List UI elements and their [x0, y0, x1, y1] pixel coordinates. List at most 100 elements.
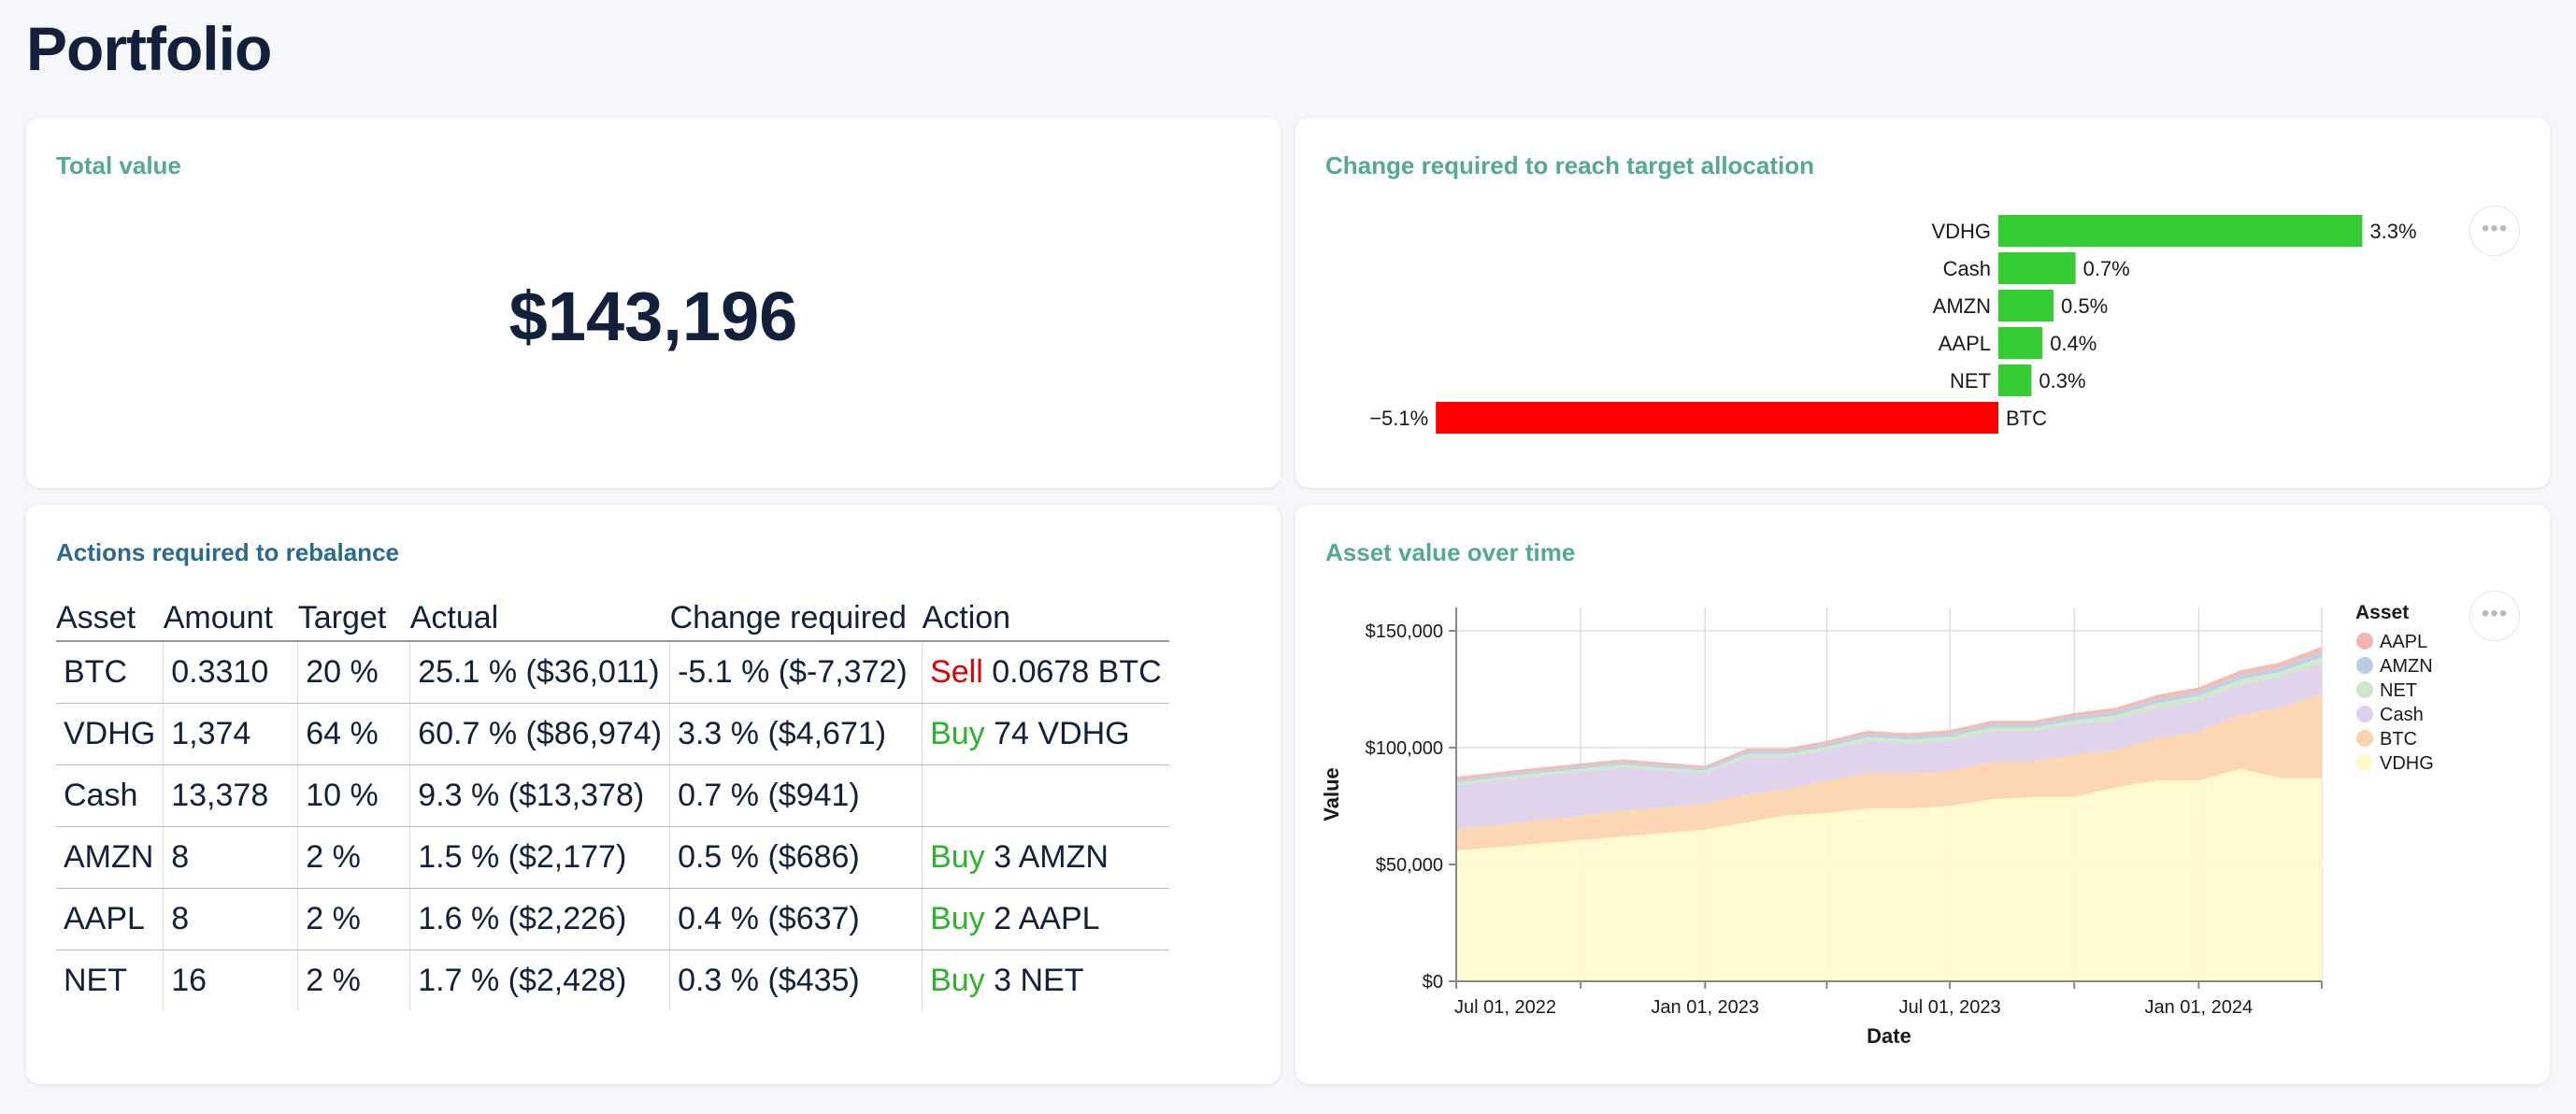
cell-asset: Cash — [56, 764, 165, 827]
action-detail: 3 NET — [994, 962, 1084, 998]
bar-value-label: 0.3% — [2039, 369, 2085, 393]
bar-net[interactable] — [1998, 364, 2032, 396]
column-header-actual: Actual — [409, 598, 670, 642]
y-axis-title: Value — [1320, 767, 1343, 821]
cell-asset: NET — [56, 950, 165, 1011]
cell-amount: 8 — [163, 888, 299, 950]
bar-value-label: 3.3% — [2369, 220, 2416, 243]
change-required-chart: VDHG 3.3% Cash 0.7% AMZN 0.5% AAPL 0.4% NET 0.3% B… — [1369, 215, 2417, 434]
cell-asset: BTC — [56, 641, 165, 704]
table-header-row: Asset Amount Target Actual Change requir… — [56, 598, 1169, 642]
cell-asset: VDHG — [56, 703, 165, 765]
cell-action: Buy 3 AMZN — [922, 826, 1169, 889]
bar-category-label: VDHG — [1931, 220, 1991, 243]
rebalance-actions-title: Actions required to rebalance — [56, 538, 399, 566]
action-detail: 0.0678 BTC — [992, 653, 1162, 690]
cell-action: Sell 0.0678 BTC — [922, 641, 1169, 704]
bar-category-label: Cash — [1943, 257, 1991, 280]
cell-target: 10 % — [297, 764, 411, 827]
table-row: Cash 13,378 10 % 9.3 % ($13,378) 0.7 % ($941… — [56, 764, 1169, 827]
cell-amount: 16 — [163, 950, 299, 1011]
area-vdhg[interactable] — [1456, 768, 2322, 982]
area-cash[interactable] — [1456, 663, 2322, 830]
legend-label: AAPL — [2380, 632, 2427, 652]
legend-label: BTC — [2380, 729, 2417, 750]
bar-vdhg[interactable] — [1998, 215, 2363, 247]
chart-menu-button[interactable]: ••• — [2469, 206, 2520, 256]
cell-actual: 25.1 % ($36,011) — [409, 641, 671, 704]
cell-amount: 13,378 — [163, 764, 299, 827]
cell-actual: 1.6 % ($2,226) — [409, 888, 671, 950]
legend-label: AMZN — [2380, 656, 2433, 677]
legend-swatch — [2356, 754, 2373, 771]
legend-title: Asset — [2355, 602, 2409, 623]
action-detail: 2 AAPL — [994, 900, 1100, 936]
asset-value-chart: $0 $50,000 $100,000 $150,000 Jul 01, 2022 Jan… — [1320, 602, 2434, 1048]
action-verb: Buy — [930, 838, 985, 875]
cell-target: 64 % — [297, 703, 411, 765]
bar-aapl[interactable] — [1998, 327, 2043, 359]
cell-change: 0.7 % ($941) — [669, 764, 923, 827]
x-tick-label: Jul 01, 2022 — [1454, 997, 1556, 1018]
area-btc[interactable] — [1456, 693, 2322, 851]
bar-value-label: −5.1% — [1369, 407, 1428, 430]
cell-asset: AMZN — [56, 826, 165, 889]
table-row: AMZN 8 2 % 1.5 % ($2,177) 0.5 % ($686) Buy 3 … — [56, 826, 1169, 889]
cell-change: 3.3 % ($4,671) — [669, 703, 923, 765]
table-row: VDHG 1,374 64 % 60.7 % ($86,974) 3.3 % ($4,6… — [56, 703, 1169, 765]
table-row: AAPL 8 2 % 1.6 % ($2,226) 0.4 % ($637) Buy 2 … — [56, 888, 1169, 950]
action-verb: Sell — [930, 653, 983, 690]
bar-category-label: BTC — [2006, 407, 2047, 430]
action-detail: 3 AMZN — [994, 838, 1109, 875]
cell-amount: 0.3310 — [163, 641, 299, 704]
bar-value-label: 0.7% — [2083, 257, 2130, 280]
total-value-title: Total value — [56, 151, 181, 179]
cell-change: 0.5 % ($686) — [669, 826, 923, 889]
rebalance-actions-card: Actions required to rebalance Asset Amou… — [26, 505, 1281, 1084]
x-axis-title: Date — [1867, 1024, 1911, 1048]
cell-target: 2 % — [297, 950, 411, 1011]
legend-label: NET — [2380, 680, 2417, 701]
bar-cash[interactable] — [1998, 252, 2076, 284]
column-header-action: Action — [922, 598, 1169, 642]
bar-category-label: AAPL — [1939, 332, 1991, 355]
x-tick-label: Jul 01, 2023 — [1899, 997, 2001, 1018]
asset-value-card: Asset value over time $0 $50,000 $100,000 $… — [1295, 505, 2550, 1084]
cell-action: Buy 74 VDHG — [922, 703, 1169, 765]
legend-swatch — [2356, 681, 2373, 698]
column-header-change: Change required — [669, 598, 923, 642]
x-tick-label: Jan 01, 2024 — [2145, 997, 2254, 1018]
table-row: BTC 0.3310 20 % 25.1 % ($36,011) -5.1 % ($-7… — [56, 641, 1169, 704]
cell-amount: 1,374 — [163, 703, 299, 765]
cell-amount: 8 — [163, 826, 299, 889]
legend-swatch — [2356, 657, 2373, 674]
cell-target: 2 % — [297, 888, 411, 950]
y-tick-label: $0 — [1423, 972, 1443, 993]
cell-actual: 60.7 % ($86,974) — [409, 703, 671, 765]
y-tick-label: $100,000 — [1366, 738, 1443, 759]
cell-actual: 1.5 % ($2,177) — [409, 826, 671, 889]
bar-amzn[interactable] — [1998, 290, 2054, 321]
chart-legend: Asset AAPL AMZN NET Cash BTC VDHG — [2355, 602, 2434, 774]
cell-target: 20 % — [297, 641, 411, 704]
asset-value-title: Asset value over time — [1325, 538, 1576, 566]
cell-change: -5.1 % ($-7,372) — [669, 641, 923, 704]
legend-label: VDHG — [2380, 753, 2434, 774]
table-row: NET 16 2 % 1.7 % ($2,428) 0.3 % ($435) Buy 3 … — [56, 950, 1169, 1011]
page-title: Portfolio — [26, 14, 272, 83]
cell-action: Buy 3 NET — [923, 950, 1169, 1011]
bar-value-label: 0.5% — [2061, 294, 2108, 318]
chart-menu-button[interactable]: ••• — [2469, 591, 2520, 641]
legend-swatch — [2356, 633, 2373, 650]
cell-target: 2 % — [297, 826, 411, 889]
bar-category-label: NET — [1950, 369, 1991, 393]
action-verb: Buy — [930, 900, 985, 936]
bar-value-label: 0.4% — [2050, 332, 2097, 355]
bar-btc[interactable] — [1436, 402, 1998, 434]
legend-swatch — [2356, 706, 2373, 722]
cell-change: 0.4 % ($637) — [669, 888, 923, 950]
total-value-card: Total value $143,196 — [26, 118, 1281, 488]
legend-label: Cash — [2380, 705, 2424, 725]
x-tick-label: Jan 01, 2023 — [1651, 997, 1759, 1018]
cell-actual: 1.7 % ($2,428) — [409, 950, 671, 1011]
